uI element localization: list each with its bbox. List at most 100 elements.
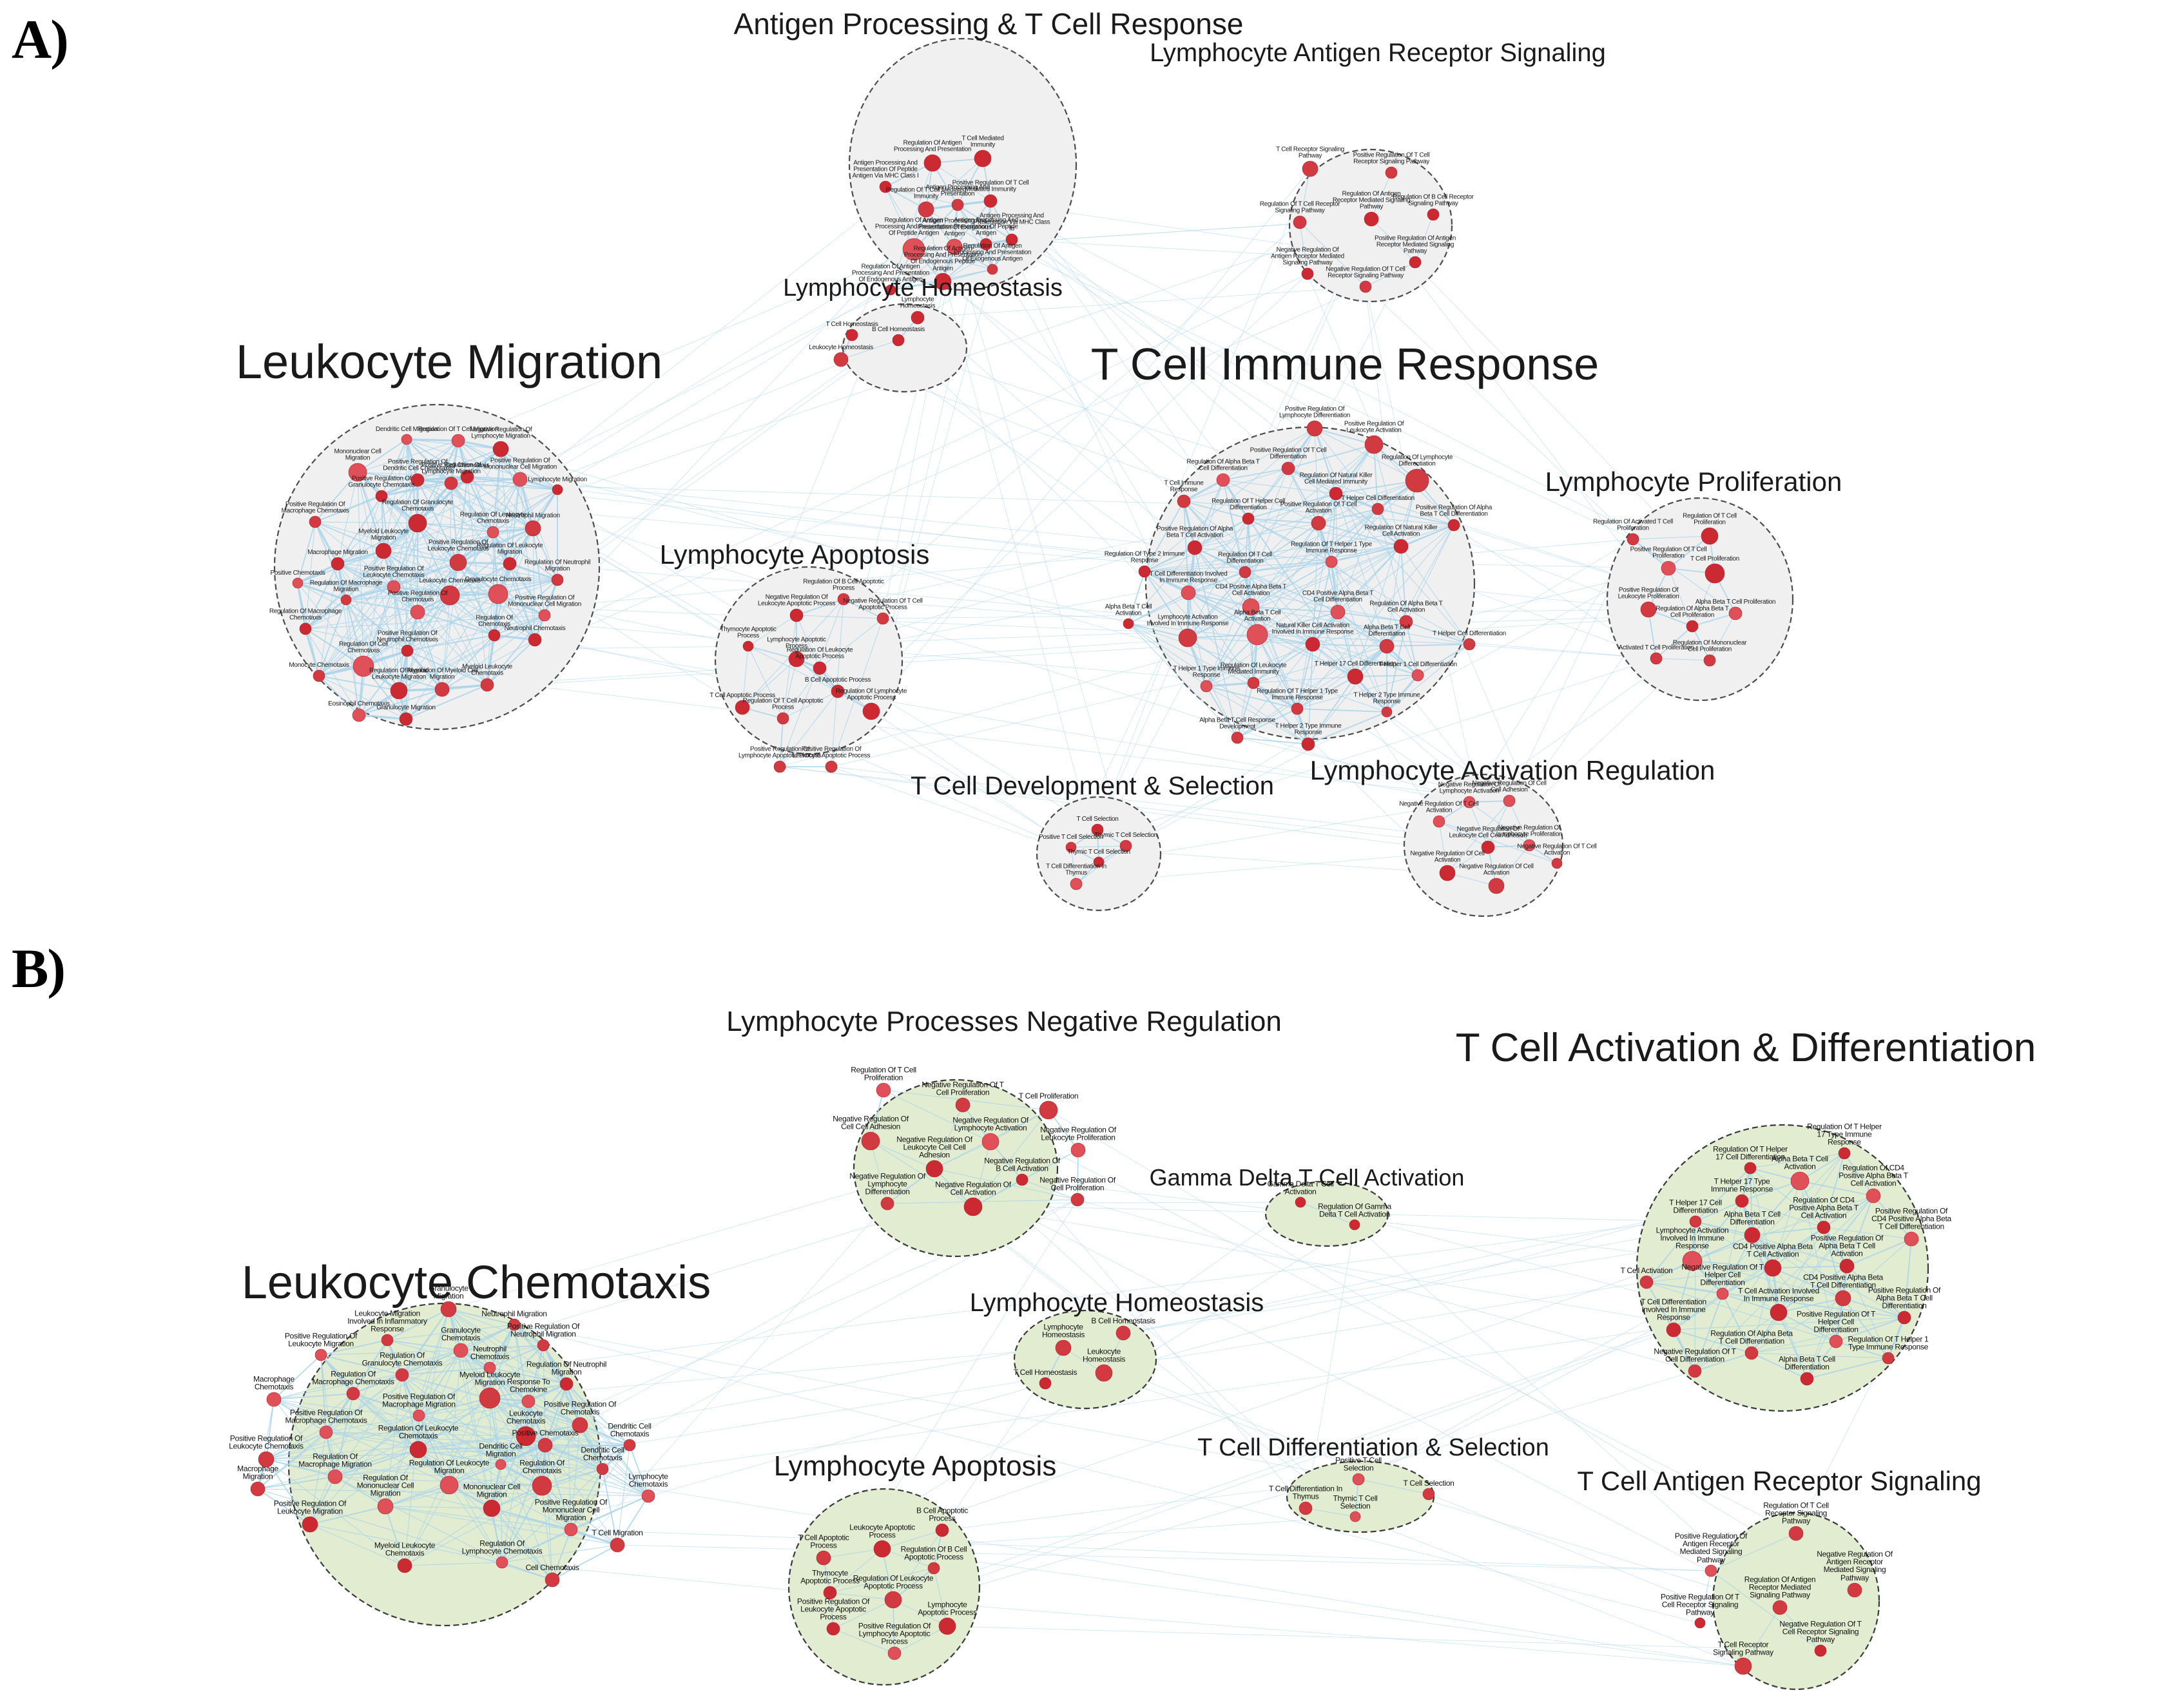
network-node[interactable] [983,194,998,208]
network-node[interactable] [1393,539,1409,554]
network-node[interactable] [346,1387,360,1401]
network-node[interactable] [1409,256,1422,269]
network-node[interactable] [516,1426,536,1446]
network-node[interactable] [902,238,925,261]
network-node[interactable] [412,1409,425,1422]
network-node[interactable] [1790,1171,1810,1191]
network-node[interactable] [862,702,880,720]
network-node[interactable] [572,1417,588,1434]
network-node[interactable] [873,1540,891,1558]
network-node[interactable] [845,329,858,341]
network-node[interactable] [923,154,942,172]
network-node[interactable] [1242,598,1260,616]
network-node[interactable] [1070,1142,1086,1158]
network-node[interactable] [1770,1303,1788,1321]
network-node[interactable] [963,1197,983,1216]
network-node[interactable] [1705,563,1725,584]
network-node[interactable] [1682,1251,1703,1271]
network-node[interactable] [596,1463,609,1475]
network-node[interactable] [1838,1147,1851,1160]
network-node[interactable] [302,1516,318,1533]
network-node[interactable] [861,1131,880,1151]
network-node[interactable] [1301,737,1315,751]
network-node[interactable] [377,1498,394,1515]
network-node[interactable] [1688,1364,1702,1378]
network-node[interactable] [552,484,563,495]
network-node[interactable] [1627,533,1639,546]
network-node[interactable] [1427,208,1440,221]
network-node[interactable] [559,1377,574,1391]
network-node[interactable] [1093,856,1105,868]
network-node[interactable] [980,238,992,251]
network-node[interactable] [927,1562,940,1575]
network-node[interactable] [453,1343,468,1358]
network-node[interactable] [488,584,508,604]
network-node[interactable] [911,311,925,325]
network-node[interactable] [440,1301,457,1318]
network-node[interactable] [313,669,325,682]
network-node[interactable] [879,180,892,193]
network-node[interactable] [488,629,501,642]
network-node[interactable] [1306,420,1323,437]
network-node[interactable] [408,513,427,533]
network-node[interactable] [1744,1346,1759,1360]
network-node[interactable] [1005,233,1018,246]
network-node[interactable] [381,1334,394,1347]
network-node[interactable] [974,149,992,168]
network-node[interactable] [434,682,450,697]
network-node[interactable] [532,1475,552,1496]
network-node[interactable] [1523,839,1536,852]
network-node[interactable] [1138,565,1151,578]
network-node[interactable] [1788,1526,1804,1541]
network-node[interactable] [1091,823,1104,836]
network-node[interactable] [1039,1377,1052,1390]
network-node[interactable] [1839,1258,1855,1274]
network-node[interactable] [395,1368,409,1382]
network-node[interactable] [1735,1194,1749,1208]
network-node[interactable] [1411,669,1424,682]
network-node[interactable] [410,473,425,487]
network-node[interactable] [1463,638,1476,651]
network-node[interactable] [309,515,322,528]
network-node[interactable] [1347,668,1364,685]
network-node[interactable] [483,1499,501,1517]
network-node[interactable] [331,557,345,571]
network-node[interactable] [375,490,388,503]
network-node[interactable] [1703,654,1716,667]
network-node[interactable] [938,1617,956,1635]
network-node[interactable] [1734,1657,1752,1675]
network-node[interactable] [1177,494,1191,508]
network-node[interactable] [777,712,789,725]
network-node[interactable] [934,273,952,291]
network-node[interactable] [823,1586,837,1600]
network-node[interactable] [1349,1219,1360,1231]
network-node[interactable] [1639,1275,1654,1289]
network-node[interactable] [1095,1364,1113,1382]
network-node[interactable] [1302,160,1318,177]
network-node[interactable] [1301,267,1314,280]
network-node[interactable] [1666,1322,1681,1338]
network-node[interactable] [1311,515,1326,531]
network-node[interactable] [1239,566,1251,579]
network-node[interactable] [1447,519,1460,532]
network-node[interactable] [1650,652,1663,665]
network-node[interactable] [401,644,414,657]
network-node[interactable] [439,1475,459,1495]
network-node[interactable] [537,1437,553,1453]
network-node[interactable] [480,678,494,692]
network-node[interactable] [483,1361,496,1374]
network-node[interactable] [1764,1259,1782,1277]
network-node[interactable] [831,684,845,698]
network-node[interactable] [1701,527,1719,545]
network-node[interactable] [551,573,564,586]
network-node[interactable] [876,612,889,625]
network-node[interactable] [826,1622,840,1636]
network-node[interactable] [1772,1600,1788,1615]
network-node[interactable] [495,1459,507,1470]
network-node[interactable] [1463,796,1476,809]
network-node[interactable] [1422,1488,1435,1501]
network-node[interactable] [348,463,367,482]
network-node[interactable] [409,1441,427,1459]
network-node[interactable] [1330,604,1346,620]
network-node[interactable] [1551,858,1563,869]
